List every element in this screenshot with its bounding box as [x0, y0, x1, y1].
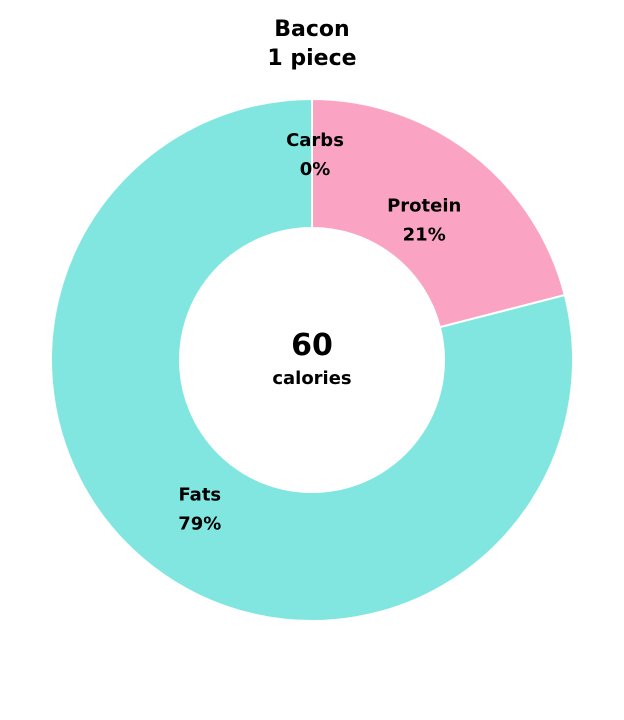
slice-protein — [311, 97, 567, 329]
donut-slices — [50, 97, 574, 622]
chart-subtitle: 1 piece — [267, 46, 356, 71]
center-calories-value: 60 — [291, 328, 333, 363]
center-calories-unit: calories — [272, 368, 351, 389]
slice-percent-carbs: 0% — [300, 159, 331, 180]
chart-title: Bacon — [274, 17, 349, 42]
slice-label-carbs: Carbs — [286, 130, 344, 151]
slice-percent-protein: 21% — [403, 224, 446, 245]
slice-fats — [50, 97, 574, 622]
slice-label-fats: Fats — [178, 485, 221, 506]
slice-percent-fats: 79% — [178, 514, 221, 535]
slice-labels: Protein 21% Fats 79% Carbs 0% — [178, 130, 461, 535]
slice-label-protein: Protein — [387, 195, 461, 216]
